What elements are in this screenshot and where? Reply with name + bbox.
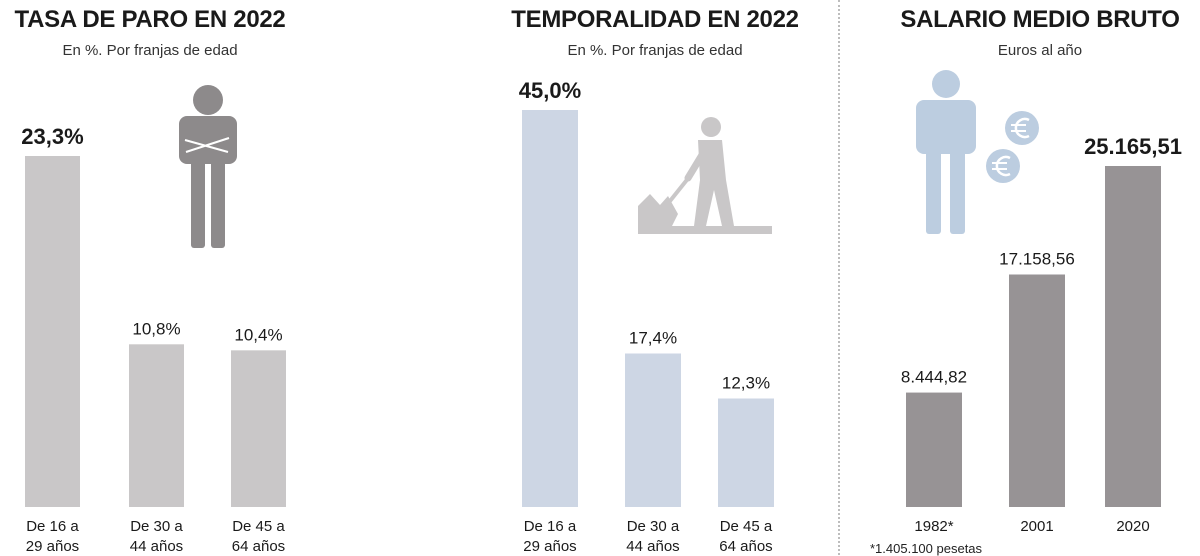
bar (1009, 274, 1065, 507)
chart-subtitle: Euros al año (997, 42, 1083, 59)
category-label: De 16 a (524, 518, 577, 535)
data-label: 23,3% (21, 124, 83, 149)
category-label: 2001 (1020, 518, 1053, 535)
bar (625, 353, 681, 507)
chart-plot-paro: 23,3% De 16 a 29 años 10,8% De 30 a 44 años 10… (21, 85, 286, 555)
chart-title: TASA DE PARO EN 2022 (14, 6, 286, 33)
person-crossed-arms-icon (179, 85, 237, 248)
worker-shoveling-icon (638, 117, 772, 234)
data-label: 12,3% (722, 373, 770, 392)
chart-panel-temporalidad: TEMPORALIDAD EN 2022 En %. Por franjas d… (500, 0, 810, 555)
category-label: 1982* (914, 518, 953, 535)
data-label: 10,8% (132, 319, 180, 338)
data-label: 17,4% (629, 328, 677, 347)
chart-title: SALARIO MEDIO BRUTO (900, 6, 1180, 33)
category-label: De 45 a (720, 518, 773, 535)
bar (231, 350, 286, 507)
chart-plot-temporalidad: 45,0% De 16 a 29 años 17,4% De 30 a 44 años 12… (519, 78, 774, 555)
chart-subtitle: En %. Por franjas de edad (567, 42, 743, 59)
category-label: 64 años (232, 538, 285, 555)
chart-subtitle: En %. Por franjas de edad (62, 42, 238, 59)
footnote: *1.405.100 pesetas (870, 541, 983, 556)
chart-title: TEMPORALIDAD EN 2022 (511, 6, 799, 33)
person-euro-icon (916, 70, 1039, 234)
category-label: De 30 a (130, 518, 183, 535)
category-label: De 45 a (232, 518, 285, 535)
data-label: 17.158,56 (999, 249, 1075, 268)
category-label: De 30 a (627, 518, 680, 535)
category-label: De 16 a (26, 518, 79, 535)
category-label: 44 años (626, 538, 679, 555)
category-label: 29 años (523, 538, 576, 555)
category-label: 2020 (1116, 518, 1149, 535)
category-label: 44 años (130, 538, 183, 555)
chart-plot-salario: 8.444,82 1982* 17.158,56 2001 25.165,51 2020 (901, 70, 1182, 535)
data-label: 8.444,82 (901, 368, 967, 387)
bar (906, 392, 962, 507)
bar (25, 156, 80, 507)
chart-panel-paro: TASA DE PARO EN 2022 En %. Por franjas d… (0, 0, 300, 555)
data-label: 10,4% (234, 325, 282, 344)
data-label: 45,0% (519, 78, 581, 103)
bar (522, 110, 578, 507)
chart-panel-salario: SALARIO MEDIO BRUTO Euros al año 8.444,8… (870, 0, 1200, 556)
bar (129, 344, 184, 507)
category-label: 29 años (26, 538, 79, 555)
bar (718, 398, 774, 507)
bar (1105, 166, 1161, 507)
category-label: 64 años (719, 538, 772, 555)
data-label: 25.165,51 (1084, 134, 1182, 159)
panel-divider (838, 0, 840, 555)
